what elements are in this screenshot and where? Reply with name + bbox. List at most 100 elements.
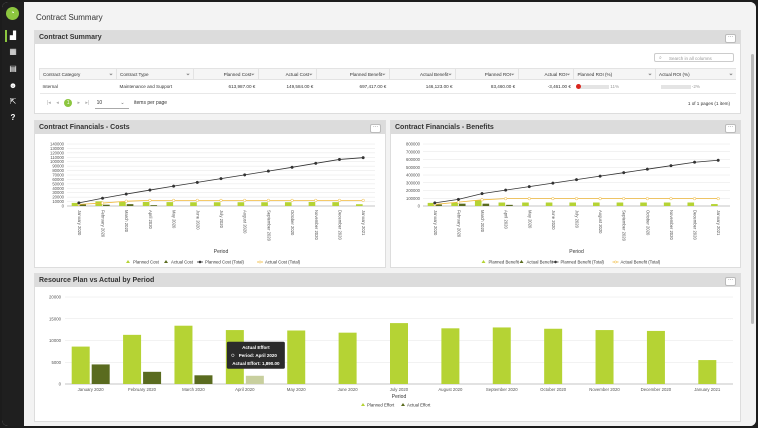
document-icon[interactable]: ▤ bbox=[9, 64, 17, 73]
column-header[interactable]: Actual ROI (%) ⏷ bbox=[655, 68, 736, 80]
filter-icon[interactable]: ⏷ bbox=[566, 71, 571, 77]
y-tick-label: 130000 bbox=[50, 146, 65, 151]
x-tick-label: October 2020 bbox=[540, 387, 567, 392]
legend-marker bbox=[258, 260, 262, 264]
bar-planned bbox=[593, 202, 600, 206]
filter-icon[interactable]: ⏷ bbox=[729, 71, 733, 77]
y-tick-label: 20000 bbox=[52, 195, 64, 200]
more-options-button[interactable]: ··· bbox=[725, 277, 736, 286]
filter-icon[interactable]: ⏷ bbox=[382, 71, 386, 77]
help-icon[interactable]: ? bbox=[10, 113, 16, 122]
bar-chart-icon[interactable]: ▟ bbox=[5, 30, 19, 42]
column-header[interactable]: Contract Category ⏷ bbox=[39, 68, 117, 80]
x-tick-label: October 2020 bbox=[645, 210, 650, 236]
app-logo[interactable]: ◔ bbox=[6, 7, 19, 20]
planned-total-point bbox=[172, 184, 176, 188]
x-axis-label: Period bbox=[569, 249, 584, 255]
filter-icon[interactable]: ⏷ bbox=[251, 71, 255, 77]
more-options-button[interactable]: ··· bbox=[725, 34, 736, 43]
x-tick-label: June 2020 bbox=[195, 210, 200, 230]
column-header[interactable]: Planned Benefit ⏷ bbox=[315, 68, 390, 80]
bar-actual bbox=[143, 371, 162, 384]
bar-planned bbox=[646, 330, 665, 384]
filter-icon[interactable]: ⏷ bbox=[309, 71, 313, 77]
x-tick-label: January 2021 bbox=[361, 210, 366, 236]
x-tick-label: July 2020 bbox=[390, 387, 409, 392]
next-page-button[interactable]: ▸ bbox=[77, 100, 81, 106]
resource-chart: 0 5000 10000 15000 20000 January 2020 February… bbox=[49, 295, 733, 408]
column-header[interactable]: Planned ROI (%) ⏷ bbox=[573, 68, 656, 80]
tooltip-value: Actual Effort: 1,890.00 bbox=[232, 361, 280, 366]
more-options-button[interactable]: ··· bbox=[725, 124, 736, 133]
page-title: Contract Summary bbox=[36, 13, 103, 22]
column-header[interactable]: Contract Type ⏷ bbox=[116, 68, 194, 80]
x-tick-label: December 2020 bbox=[693, 210, 698, 240]
prev-page-button[interactable]: ◂ bbox=[56, 100, 59, 106]
actual-total-point bbox=[716, 197, 720, 201]
actual-total-point bbox=[361, 198, 365, 202]
bar-planned bbox=[545, 202, 553, 206]
last-page-button[interactable]: ▸| bbox=[85, 100, 90, 106]
x-tick-label: February 2020 bbox=[128, 387, 157, 392]
planned-total-point bbox=[598, 174, 602, 178]
cell-planned-roi: 83,460.00 € bbox=[455, 79, 519, 94]
users-icon[interactable]: ☻ bbox=[8, 81, 18, 90]
bar-planned bbox=[174, 325, 193, 384]
page-size-select[interactable]: 10 ⌄ bbox=[94, 100, 129, 109]
legend-label: Actual Benefit bbox=[527, 260, 554, 265]
bar-planned bbox=[119, 201, 126, 206]
summary-table: Contract Category ⏷ Contract Type ⏷ Planne… bbox=[39, 68, 736, 94]
first-page-button[interactable]: |◂ bbox=[47, 100, 51, 106]
bar-planned bbox=[427, 202, 435, 206]
column-header[interactable]: Actual Cost ⏷ bbox=[257, 68, 317, 80]
column-header[interactable]: Actual ROI ⏷ bbox=[517, 68, 574, 80]
filter-icon[interactable]: ⏷ bbox=[511, 71, 515, 77]
x-tick-label: January 2020 bbox=[78, 387, 105, 392]
scrollbar[interactable] bbox=[751, 54, 754, 324]
page-number-current[interactable]: 1 bbox=[64, 99, 73, 107]
legend-label: Actual Benefit (Total) bbox=[621, 260, 661, 265]
roi-progress-bar bbox=[575, 83, 609, 89]
bar-actual bbox=[103, 204, 110, 206]
dashboard-icon[interactable]: ▦ bbox=[9, 47, 17, 56]
filter-icon[interactable]: ⏷ bbox=[648, 71, 653, 77]
planned-total-point bbox=[527, 185, 531, 189]
table-row[interactable]: Internal Maintenance and Support 613,987… bbox=[39, 79, 736, 94]
export-icon[interactable]: ⇱ bbox=[9, 97, 17, 106]
actual-total-point bbox=[337, 198, 342, 202]
planned-total-point bbox=[716, 158, 720, 162]
cell-type: Maintenance and Support bbox=[116, 79, 194, 94]
bar-actual bbox=[194, 375, 213, 384]
search-placeholder: Search in all columns bbox=[669, 56, 712, 61]
x-tick-label: September 2020 bbox=[266, 210, 271, 242]
planned-total-point bbox=[337, 157, 342, 162]
planned-total-point bbox=[243, 173, 247, 177]
x-tick-label: March 2020 bbox=[182, 387, 205, 392]
bar-planned bbox=[663, 202, 671, 206]
actual-total-point bbox=[243, 198, 247, 202]
tooltip-period: Period: April 2020 bbox=[239, 353, 278, 358]
planned-total-point bbox=[551, 181, 555, 185]
column-header[interactable]: Actual Benefit ⏷ bbox=[388, 68, 456, 80]
x-tick-label: November 2020 bbox=[589, 387, 620, 392]
bar-planned bbox=[616, 202, 624, 206]
bar-actual bbox=[506, 204, 513, 206]
planned-total-point bbox=[433, 201, 437, 205]
column-header[interactable]: Planned Cost ⏷ bbox=[193, 68, 259, 80]
actual-total-point bbox=[622, 197, 626, 201]
search-input[interactable]: ⌕ Search in all columns bbox=[654, 53, 734, 62]
y-tick-label: 110000 bbox=[50, 155, 64, 160]
panel-title: Contract Financials - Benefits bbox=[395, 124, 494, 131]
y-tick-label: 70000 bbox=[52, 173, 64, 178]
actual-total-point bbox=[124, 199, 128, 203]
cell-actual-benefit: 146,123.00 € bbox=[389, 79, 456, 94]
x-tick-label: August 2020 bbox=[438, 387, 463, 392]
planned-total-point bbox=[693, 160, 697, 164]
filter-icon[interactable]: ⏷ bbox=[109, 71, 113, 77]
filter-icon[interactable]: ⏷ bbox=[186, 71, 190, 77]
x-axis-label: Period bbox=[392, 394, 407, 400]
legend-marker bbox=[614, 260, 617, 264]
filter-icon[interactable]: ⏷ bbox=[448, 71, 453, 77]
column-header[interactable]: Planned ROI ⏷ bbox=[455, 68, 519, 80]
more-options-button[interactable]: ··· bbox=[370, 124, 381, 133]
